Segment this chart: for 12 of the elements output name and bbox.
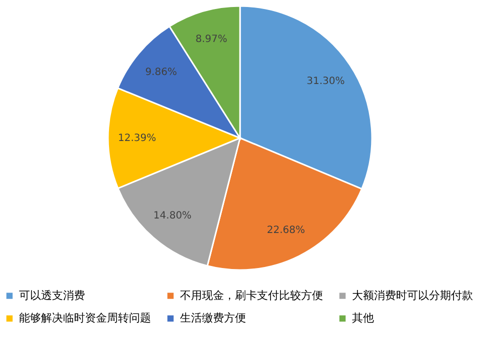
data-label: 14.80%	[153, 210, 192, 222]
legend-label: 生活缴费方便	[180, 312, 246, 324]
data-label: 12.39%	[118, 133, 156, 144]
data-label: 22.68%	[266, 225, 306, 236]
legend-label: 不用现金，刷卡支付比较方便	[180, 288, 323, 302]
data-label: 8.97%	[195, 34, 228, 46]
legend-label: 大额消费时可以分期付款	[352, 288, 473, 302]
legend-label: 能够解决临时资金周转问题	[19, 312, 151, 324]
data-label: 31.30%	[306, 76, 345, 87]
legend-label: 可以透支消费	[19, 288, 85, 302]
legend-label: 其他	[352, 312, 374, 324]
data-label: 9.86%	[145, 66, 177, 78]
